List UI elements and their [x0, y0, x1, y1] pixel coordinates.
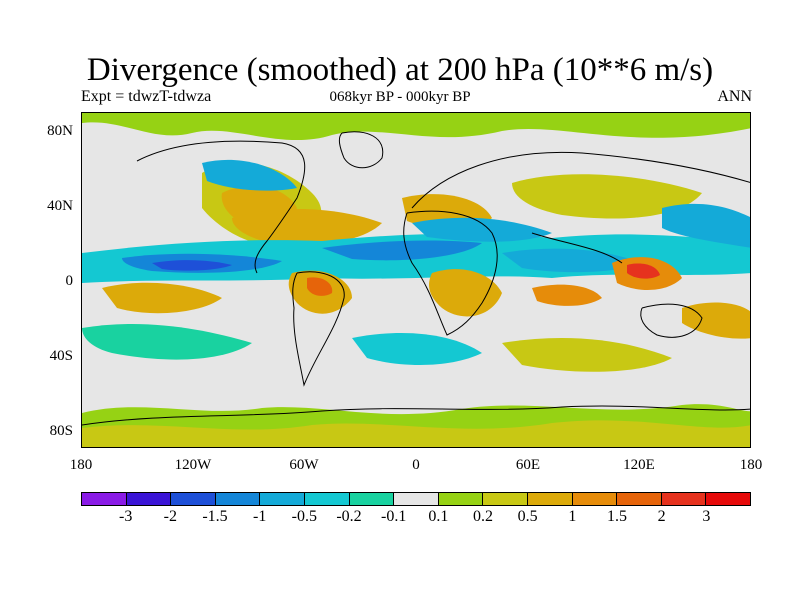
season-label: ANN [717, 88, 752, 105]
colorbar-swatch [394, 493, 439, 505]
field-nh-cyan [202, 159, 297, 191]
colorbar-tick-label: 0.1 [428, 508, 449, 525]
colorbar-tick-label: -1 [252, 508, 267, 525]
colorbar-tick-label: -0.2 [336, 508, 362, 525]
coast-africa [403, 210, 498, 336]
field-asia-cyan [412, 217, 552, 242]
lon-label: 180 [69, 457, 93, 473]
field-sh-green [82, 323, 252, 360]
field-atl-blue [322, 240, 482, 261]
coast-antarctica [82, 405, 750, 426]
field-south-yellow [82, 420, 750, 447]
lon-label: 0 [412, 457, 420, 473]
field-mc-red [627, 263, 660, 279]
lon-label: 180 [739, 457, 763, 473]
coast-greenland [338, 131, 384, 169]
colorbar-swatch [126, 493, 172, 505]
field-pac-cyan [662, 203, 750, 248]
colorbar-swatch [617, 493, 662, 505]
colorbar-tick-label: -2 [163, 508, 177, 525]
lon-label: 60W [289, 457, 319, 473]
colorbar-swatch [171, 493, 216, 505]
lat-label: 80S [49, 423, 73, 439]
coastlines [82, 131, 750, 426]
coast-south-america [292, 271, 345, 387]
field-atl-orange [232, 208, 382, 245]
lat-label: 40N [47, 198, 73, 214]
field-sh-cyan [352, 333, 482, 365]
colorbar-swatch [706, 493, 750, 505]
colorbar-tick-label: 0.5 [517, 508, 538, 525]
colorbar-tick-label: 0.2 [473, 508, 493, 525]
field-af-orange [429, 269, 502, 317]
lon-label: 60E [515, 457, 541, 473]
colorbar-swatch [661, 493, 707, 505]
lat-label: 40S [49, 348, 73, 364]
colorbar-swatch [438, 493, 484, 505]
colorbar-swatch [349, 493, 395, 505]
colorbar-swatch [215, 493, 261, 505]
map-plot [81, 112, 751, 448]
field-tropics-deep [152, 260, 232, 271]
field-io-orange [532, 284, 602, 306]
colorbar-swatch [304, 493, 350, 505]
colorbar-tick-label: 3 [702, 508, 711, 525]
lon-label: 120E [623, 457, 655, 473]
coast-eurasia [411, 151, 750, 264]
colorbar [81, 492, 751, 506]
coast-australia [640, 303, 703, 338]
colorbar-swatch [483, 493, 528, 505]
period-label: 068kyr BP - 000kyr BP [329, 89, 471, 105]
colorbar-tick-label: 2 [657, 508, 666, 525]
colorbar-tick-label: -3 [118, 508, 133, 525]
colorbar-tick-label: 1.5 [607, 508, 627, 525]
field-epac-orange [102, 282, 222, 314]
experiment-label: Expt = tdwzT-tdwza [81, 88, 212, 105]
colorbar-tick-label: 1 [568, 508, 577, 525]
map-title: Divergence (smoothed) at 200 hPa (10**6 … [86, 52, 714, 88]
colorbar-tick-label: -0.5 [291, 508, 317, 525]
field-sam-red [307, 277, 333, 296]
coast-north-america [136, 140, 306, 274]
lon-label: 120W [174, 457, 212, 473]
colorbar-swatch [82, 493, 127, 505]
field-spac-orange [682, 302, 750, 339]
colorbar-swatch [260, 493, 305, 505]
colorbar-swatch [572, 493, 618, 505]
lat-label: 0 [65, 273, 74, 289]
lat-label: 80N [47, 123, 73, 139]
field-polar-north [82, 113, 750, 141]
field-sh-yellow [502, 338, 672, 372]
colorbar-tick-label: -0.1 [380, 508, 407, 525]
field-asia-yellow [512, 174, 702, 219]
divergence-map [82, 113, 750, 447]
colorbar-tick-label: -1.5 [202, 508, 228, 525]
colorbar-swatch [527, 493, 573, 505]
